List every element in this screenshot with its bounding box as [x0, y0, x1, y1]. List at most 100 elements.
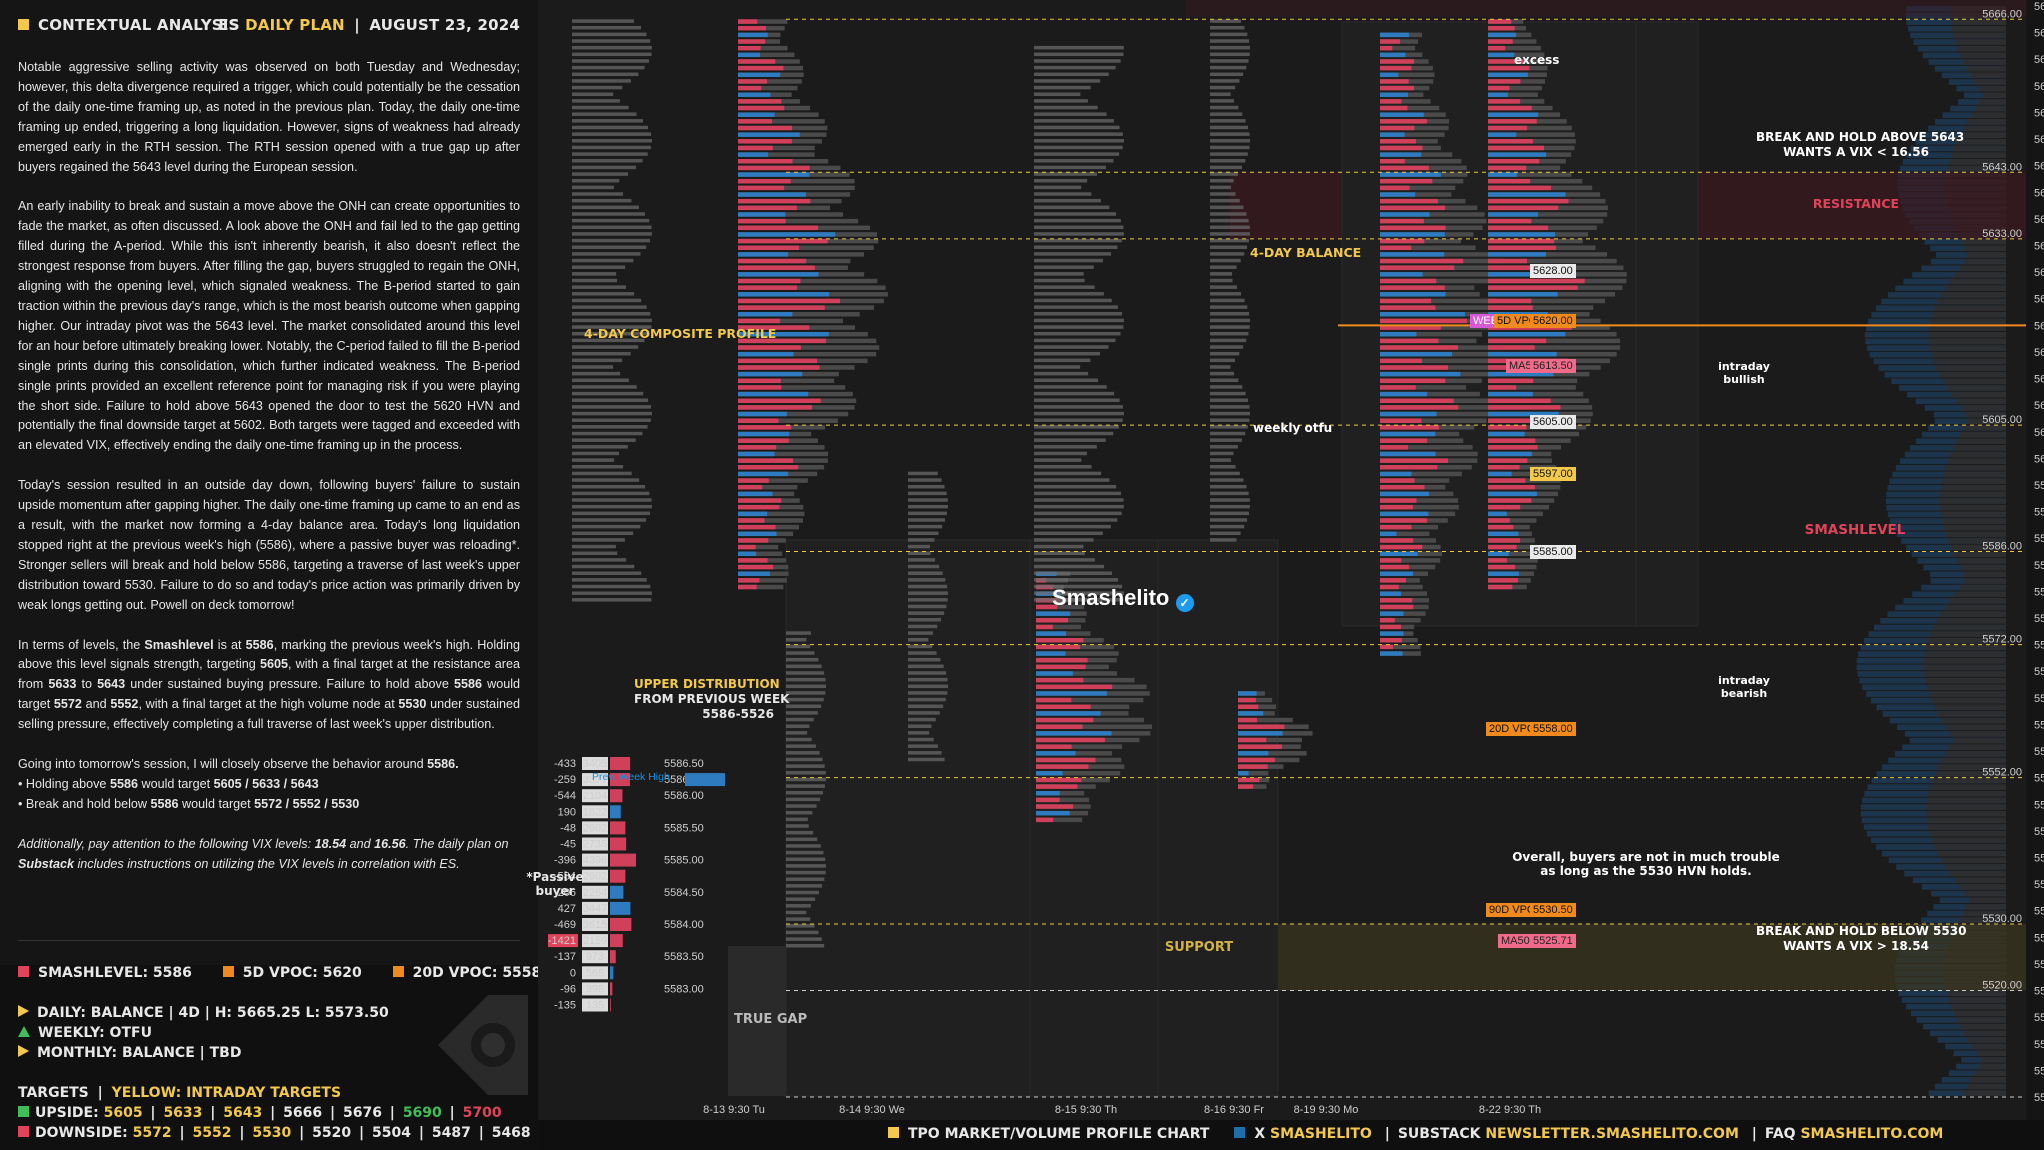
composite-profile-bar [738, 145, 815, 151]
tpo-letters [908, 644, 933, 649]
tpo-letters [1210, 198, 1240, 203]
price-5585-tag: 5585.00 [1530, 545, 1576, 559]
day-profile-bar [1488, 265, 1555, 270]
volume-bar [1963, 1090, 2006, 1096]
tpo-letters [572, 411, 652, 416]
balance-profile-bar [1380, 238, 1425, 244]
volume-bar [1938, 711, 2006, 717]
volume-cell-bg [582, 998, 608, 1012]
brand-logo: Smashelito ✓ [1052, 585, 1194, 612]
x-handle-link[interactable]: SMASHELITO [1270, 1126, 1372, 1142]
day-profile-bar [1488, 484, 1535, 490]
tpo-letters [572, 238, 651, 243]
tpo-letters [1210, 45, 1250, 50]
balance-profile-bar [1380, 99, 1402, 104]
tpo-letters [572, 278, 618, 283]
balance-profile-bar [1380, 192, 1452, 197]
tpo-letters [1210, 258, 1241, 263]
volume-bar [1951, 544, 2006, 551]
volume-cell-bg [582, 853, 608, 867]
volume-bar [1945, 604, 2006, 611]
day-profile-bar [1488, 431, 1525, 437]
composite-profile-bar [738, 351, 794, 357]
volume-bar [1923, 657, 2006, 664]
tpo-letters [572, 152, 648, 156]
tpo-letters [786, 810, 813, 815]
composite-profile-bar [738, 425, 792, 430]
tpo-letters [1034, 185, 1082, 190]
volume-bar [1966, 411, 2006, 418]
day-profile-bar [1488, 465, 1557, 470]
composite-profile-bar [738, 312, 793, 317]
square-icon [18, 1106, 29, 1117]
composite-profile-bar [738, 178, 855, 184]
day-profile-bar [1488, 145, 1544, 151]
volume-bar [1929, 345, 2006, 351]
composite-profile-bar [738, 458, 794, 463]
composite-profile-bar [738, 132, 800, 137]
tpo-letters [908, 697, 946, 702]
tpo-letters [572, 245, 647, 249]
tpo-letters [786, 664, 822, 669]
balance-profile-bar [1380, 159, 1405, 164]
day-profile-bar [1488, 465, 1520, 470]
level-tag: 5666.00 [1982, 8, 2022, 20]
day-profile-bar [1488, 431, 1580, 437]
volume-bar [610, 773, 630, 787]
tpo-letters [908, 751, 942, 755]
composite-profile-bar [738, 59, 776, 64]
tpo-letters [572, 458, 615, 462]
tpo-letters [908, 671, 947, 675]
balance-profile-bar [1380, 32, 1409, 38]
tpo-letters [786, 724, 810, 728]
volume-bar [1978, 1063, 2006, 1070]
faq-link[interactable]: SMASHELITO.COM [1800, 1126, 1944, 1142]
balance-profile-bar [1380, 445, 1473, 450]
delta-cell: -433 [554, 758, 576, 770]
tpo-letters [786, 937, 822, 941]
substack-link[interactable]: NEWSLETTER.SMASHELITO.COM [1485, 1126, 1739, 1142]
tpo-letters [786, 884, 823, 888]
day-profile-bar [1488, 558, 1507, 563]
day-profile-bar [1488, 584, 1513, 590]
tpo-letters [1210, 325, 1250, 329]
tpo-letters [1210, 285, 1237, 289]
balance-profile-bar [1380, 504, 1413, 510]
volume-bar [1957, 558, 2006, 564]
tpo-letters [786, 797, 821, 802]
volume-bar [1948, 997, 2006, 1003]
true-gap-label: TRUE GAP [734, 1012, 808, 1027]
volume-bar [1957, 45, 2006, 52]
day-profile-bar [1488, 298, 1606, 304]
price-axis-label: 5664.00 [2034, 28, 2044, 40]
delta-cell: -137 [554, 951, 576, 963]
tpo-letters [786, 704, 822, 709]
tpo-letters [908, 538, 935, 542]
tpo-letters [572, 558, 627, 562]
volume-bar [1924, 671, 2006, 677]
day-profile-bar [1488, 571, 1519, 576]
volume-cell: 2602 [583, 822, 607, 834]
balance-profile-bar [1380, 45, 1393, 51]
balance-profile-bar [1380, 591, 1402, 596]
tpo-letters [1210, 425, 1248, 429]
tpo-letters [572, 465, 624, 469]
balance-profile-bar [1380, 72, 1399, 78]
day-profile-bar [1488, 172, 1572, 177]
day-profile-bar [1488, 478, 1526, 483]
target-value: 5468 [491, 1125, 531, 1141]
tpo-letters [572, 484, 646, 489]
tpo-letters [1210, 178, 1234, 183]
tpo-letters [1034, 159, 1114, 163]
ma5-tag: MA5 [1506, 359, 1535, 373]
tpo-letters [572, 19, 634, 23]
day-profile-bar [1488, 85, 1542, 91]
tpo-letters [572, 398, 649, 402]
price-axis-label: 5600.00 [2034, 453, 2044, 465]
volume-bar [1977, 1050, 2006, 1057]
day-profile-bar [1488, 212, 1608, 217]
composite-profile-bar [738, 371, 803, 377]
tpo-letters [786, 631, 811, 635]
day-profile-bar [1488, 498, 1532, 503]
target-value: 5605 [103, 1105, 143, 1121]
